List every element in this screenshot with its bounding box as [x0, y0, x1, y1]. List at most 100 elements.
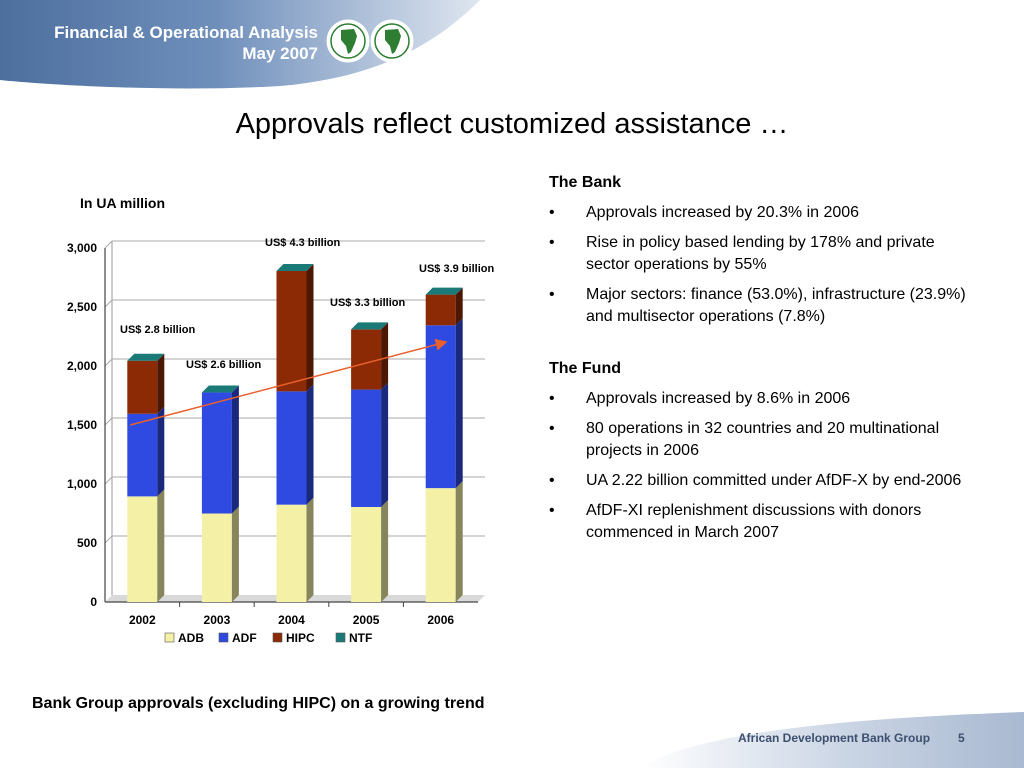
commentary-panel: The Bank • Approvals increased by 20.3% i…: [549, 172, 969, 574]
slide-title: Approvals reflect customized assistance …: [235, 108, 789, 140]
bar-total-label: US$ 4.3 billion: [265, 237, 340, 249]
y-tick-label: 500: [77, 536, 97, 550]
fund-bullet-item: • 80 operations in 32 countries and 20 mu…: [549, 418, 969, 462]
bar-top-cap: [276, 264, 314, 272]
header-title-line1: Financial & Operational Analysis: [54, 23, 318, 42]
bank-heading: The Bank: [549, 174, 622, 191]
afdb-logo-left: [326, 19, 370, 63]
legend-swatch-hipc: [272, 632, 283, 643]
fund-bullets: • Approvals increased by 8.6% in 2006 • 80 …: [549, 388, 969, 544]
bullet-marker: •: [549, 472, 555, 489]
bank-bullet-item: • Major sectors: finance (53.0%), infrast…: [549, 284, 969, 328]
chart-trend: [130, 338, 448, 426]
chart-unit-label: In UA million: [80, 195, 165, 211]
bank-bullet-text: Rise in policy based lending by 178% and…: [586, 234, 935, 273]
header-band: [0, 0, 480, 89]
bar-segment-adb: [425, 488, 456, 602]
fund-bullet-text: 80 operations in 32 countries and 20 mul…: [586, 420, 940, 459]
bar-segment-adf: [425, 325, 456, 489]
header-title: Financial & Operational Analysis May 200…: [44, 22, 318, 64]
bar-side-adb: [455, 481, 463, 602]
chart-axes: 0 500 1,000 1,500 2,000 2,500 3,000 2002 2003 200…: [67, 241, 478, 627]
bar-segment-adf: [351, 389, 382, 508]
header-title-line2: May 2007: [242, 44, 318, 63]
legend-swatch-ntf: [335, 632, 346, 643]
chart-legend: ADB ADF HIPC NTF: [164, 631, 372, 645]
chart-annotations: US$ 2.8 billion US$ 2.6 billion US$ 4.3 bi…: [120, 237, 494, 371]
bar-segment-adf: [127, 413, 158, 497]
fund-bullet-text: Approvals increased by 8.6% in 2006: [586, 390, 851, 407]
bank-bullet-item: • Rise in policy based lending by 178% an…: [549, 232, 969, 276]
afdb-logos: [326, 19, 414, 63]
bar-total-label: US$ 3.3 billion: [330, 297, 405, 309]
bullet-marker: •: [549, 286, 555, 303]
bar-side-adf: [306, 384, 314, 505]
y-tick-label: 3,000: [67, 241, 97, 255]
bar-side-hipc: [381, 322, 389, 390]
bullet-marker: •: [549, 390, 555, 407]
bar-segment-hipc: [127, 360, 158, 414]
y-tick-label: 2,000: [67, 359, 97, 373]
bullet-marker: •: [549, 502, 555, 519]
bar-segment-adb: [276, 504, 307, 602]
bar-total-label: US$ 2.6 billion: [186, 359, 261, 371]
footer-band: [640, 712, 1024, 768]
legend-label-hipc: HIPC: [286, 631, 315, 645]
legend-label-adf: ADF: [232, 631, 257, 645]
grid-diagonal: [104, 240, 113, 249]
fund-bullet-item: • UA 2.22 billion committed under AfDF-X …: [549, 470, 969, 492]
fund-bullet-text: AfDF-XI replenishment discussions with d…: [586, 502, 922, 541]
bank-bullet-item: • Approvals increased by 20.3% in 2006: [549, 202, 969, 224]
bar-segment-adf: [276, 391, 307, 505]
afdb-logo-right: [370, 19, 414, 63]
bar-side-adf: [157, 406, 165, 497]
bar-side-hipc: [455, 287, 463, 326]
grid-diagonal: [104, 299, 113, 308]
legend-swatch-adf: [218, 632, 229, 643]
bar-segment-hipc: [351, 329, 382, 390]
bullet-marker: •: [549, 420, 555, 437]
bar-top-cap: [127, 353, 165, 361]
legend-label-ntf: NTF: [349, 631, 372, 645]
x-tick-label: 2005: [353, 613, 380, 627]
chart-footnote: Bank Group approvals (excluding HIPC) on…: [32, 695, 485, 712]
bar-segment-adb: [351, 507, 382, 602]
bar-segment-hipc: [276, 271, 307, 392]
y-tick-label: 0: [90, 595, 97, 609]
bar-segment-hipc: [425, 294, 456, 326]
x-tick-label: 2004: [278, 613, 305, 627]
footer-organization: African Development Bank Group: [738, 731, 931, 745]
bar-segment-adf: [201, 392, 232, 514]
grid-diagonal: [104, 417, 113, 426]
fund-heading: The Fund: [549, 360, 621, 377]
x-tick-label: 2002: [129, 613, 156, 627]
fund-bullet-text: UA 2.22 billion committed under AfDF-X b…: [586, 472, 962, 489]
bar-total-label: US$ 3.9 billion: [419, 263, 494, 275]
bar-side-hipc: [306, 264, 314, 392]
legend-label-adb: ADB: [178, 631, 204, 645]
grid-diagonal: [104, 476, 113, 485]
bar-side-adf: [455, 318, 463, 489]
trend-line: [130, 338, 448, 426]
bar-top-cap: [351, 322, 389, 330]
bar-side-hipc: [157, 353, 165, 414]
bank-bullet-text: Major sectors: finance (53.0%), infrastr…: [586, 286, 966, 325]
bullet-marker: •: [549, 204, 555, 221]
y-tick-label: 2,500: [67, 300, 97, 314]
stacked-bar-chart: In UA million 0 500 1,000 1,500 2,000 2,500 3,…: [67, 195, 494, 645]
bank-bullets: • Approvals increased by 20.3% in 2006 • Ri…: [549, 202, 969, 328]
bar-side-adb: [231, 506, 239, 602]
y-tick-label: 1,000: [67, 477, 97, 491]
bank-bullet-text: Approvals increased by 20.3% in 2006: [586, 204, 860, 221]
bar-side-adb: [306, 497, 314, 602]
fund-bullet-item: • AfDF-XI replenishment discussions with …: [549, 500, 969, 544]
y-tick-label: 1,500: [67, 418, 97, 432]
bar-side-adf: [231, 385, 239, 514]
bullet-marker: •: [549, 234, 555, 251]
bar-side-adb: [157, 489, 165, 602]
page-number: 5: [958, 731, 965, 745]
bar-side-adf: [381, 382, 389, 508]
bar-segment-adb: [201, 513, 232, 602]
bar-side-adb: [381, 500, 389, 602]
x-tick-label: 2006: [427, 613, 454, 627]
